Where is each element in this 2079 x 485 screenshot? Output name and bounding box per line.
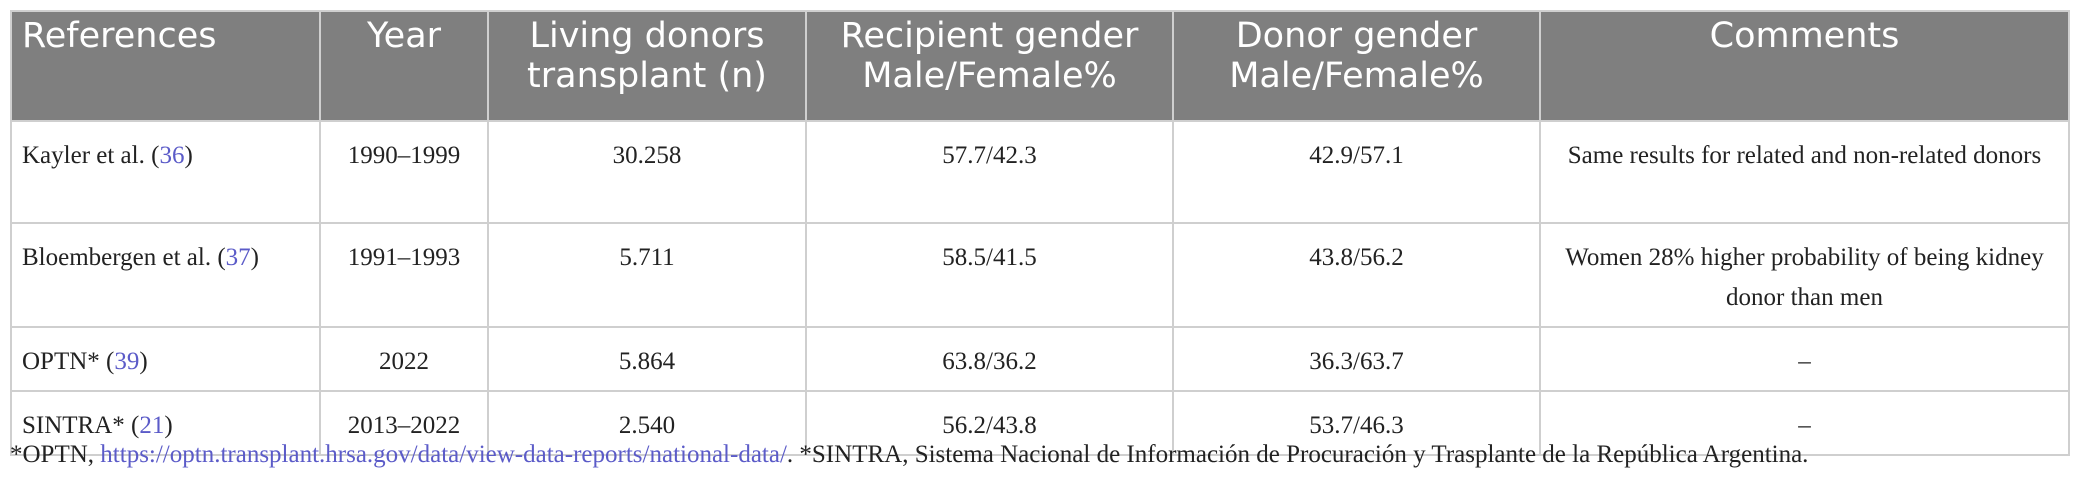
- donor-gender-cell: 42.9/57.1: [1172, 120, 1541, 224]
- table-row: OPTN* (39) 2022 5.864 63.8/36.2 36.3/63.…: [10, 326, 2070, 392]
- living-donors-cell: 30.258: [487, 120, 807, 224]
- reference-link[interactable]: 37: [225, 244, 251, 271]
- reference-name: Kayler et al.: [22, 142, 145, 169]
- header-row: References Year Living donors transplant…: [10, 10, 2070, 122]
- reference-cell: SINTRA* (21): [10, 390, 321, 456]
- living-donors-cell: 2.540: [487, 390, 807, 456]
- reference-link[interactable]: 21: [139, 412, 165, 439]
- donor-gender-cell: 36.3/63.7: [1172, 326, 1541, 392]
- header-living-donors: Living donors transplant (n): [487, 10, 807, 122]
- recipient-gender-cell: 58.5/41.5: [805, 222, 1174, 328]
- header-donor-gender: Donor gender Male/Female%: [1172, 10, 1541, 122]
- header-comments: Comments: [1539, 10, 2070, 122]
- footnote-url-link[interactable]: https://optn.transplant.hrsa.gov/data/vi…: [100, 441, 787, 468]
- footnote-prefix: *OPTN,: [10, 441, 101, 468]
- living-donors-cell: 5.864: [487, 326, 807, 392]
- reference-link[interactable]: 39: [114, 348, 140, 375]
- recipient-gender-cell: 57.7/42.3: [805, 120, 1174, 224]
- year-cell: 1991–1993: [319, 222, 489, 328]
- header-references: References: [10, 10, 321, 122]
- reference-link[interactable]: 36: [159, 142, 185, 169]
- header-year: Year: [319, 10, 489, 122]
- header-recipient-gender: Recipient gender Male/Female%: [805, 10, 1174, 122]
- table-footnote: *OPTN, https://optn.transplant.hrsa.gov/…: [10, 441, 1808, 469]
- comments-cell: Same results for related and non-related…: [1539, 120, 2070, 224]
- comments-cell: –: [1539, 390, 2070, 456]
- table-row: Bloembergen et al. (37) 1991–1993 5.711 …: [10, 222, 2070, 328]
- year-cell: 1990–1999: [319, 120, 489, 224]
- year-cell: 2022: [319, 326, 489, 392]
- reference-name: OPTN*: [22, 348, 100, 375]
- recipient-gender-cell: 63.8/36.2: [805, 326, 1174, 392]
- table-row: SINTRA* (21) 2013–2022 2.540 56.2/43.8 5…: [10, 390, 2070, 456]
- living-donors-cell: 5.711: [487, 222, 807, 328]
- comments-cell: –: [1539, 326, 2070, 392]
- reference-name: SINTRA*: [22, 412, 125, 439]
- year-cell: 2013–2022: [319, 390, 489, 456]
- data-table: References Year Living donors transplant…: [10, 10, 2070, 456]
- reference-name: Bloembergen et al.: [22, 244, 212, 271]
- table-row: Kayler et al. (36) 1990–1999 30.258 57.7…: [10, 120, 2070, 224]
- reference-cell: OPTN* (39): [10, 326, 321, 392]
- donor-gender-cell: 43.8/56.2: [1172, 222, 1541, 328]
- footnote-suffix: . *SINTRA, Sistema Nacional de Informaci…: [786, 441, 1809, 468]
- recipient-gender-cell: 56.2/43.8: [805, 390, 1174, 456]
- donor-gender-cell: 53.7/46.3: [1172, 390, 1541, 456]
- reference-cell: Bloembergen et al. (37): [10, 222, 321, 328]
- reference-cell: Kayler et al. (36): [10, 120, 321, 224]
- comments-cell: Women 28% higher probability of being ki…: [1539, 222, 2070, 328]
